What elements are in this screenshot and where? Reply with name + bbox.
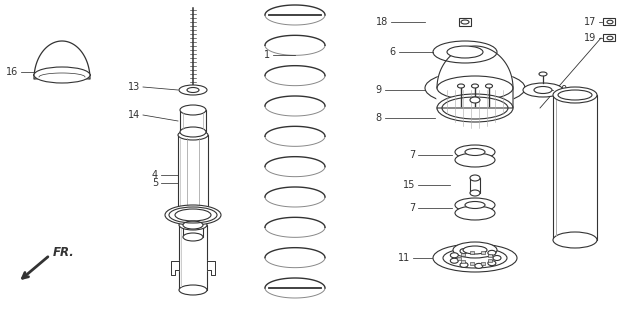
Ellipse shape [607, 20, 613, 24]
Ellipse shape [475, 264, 483, 268]
Text: 9: 9 [376, 85, 382, 95]
Ellipse shape [460, 263, 468, 268]
Ellipse shape [179, 285, 207, 295]
Ellipse shape [451, 253, 458, 258]
Ellipse shape [475, 248, 483, 253]
Text: 19: 19 [584, 33, 596, 43]
Ellipse shape [486, 84, 493, 88]
Text: 12: 12 [555, 162, 568, 172]
Ellipse shape [470, 190, 480, 196]
Ellipse shape [183, 233, 203, 241]
Ellipse shape [179, 85, 207, 95]
Ellipse shape [455, 206, 495, 220]
Ellipse shape [470, 175, 480, 181]
Bar [481, 251, 485, 254]
Ellipse shape [458, 84, 465, 88]
Bar [461, 260, 465, 264]
Text: 16: 16 [6, 67, 18, 77]
Text: FR.: FR. [53, 246, 75, 259]
Polygon shape [34, 41, 90, 79]
Ellipse shape [460, 249, 468, 254]
Text: 14: 14 [128, 110, 140, 120]
Bar [179, 225, 207, 290]
Ellipse shape [534, 86, 552, 94]
Text: 13: 13 [128, 82, 140, 92]
Bar [178, 135, 208, 215]
Polygon shape [437, 46, 513, 108]
Ellipse shape [455, 145, 495, 159]
Ellipse shape [463, 246, 487, 254]
Polygon shape [171, 261, 179, 275]
Bar [455, 205, 495, 213]
Text: 15: 15 [403, 180, 415, 190]
Ellipse shape [493, 255, 501, 260]
Ellipse shape [523, 83, 563, 97]
Ellipse shape [179, 220, 207, 230]
Ellipse shape [34, 67, 90, 83]
Ellipse shape [455, 198, 495, 212]
Bar [180, 110, 206, 132]
Bar [470, 250, 474, 254]
Ellipse shape [553, 87, 597, 103]
Bar [488, 259, 492, 262]
Ellipse shape [187, 87, 199, 92]
Bar [183, 225, 203, 237]
Ellipse shape [437, 76, 513, 100]
Bar [603, 18, 615, 25]
Bar [481, 262, 485, 265]
Text: 11: 11 [397, 253, 410, 263]
Text: 7: 7 [409, 150, 415, 160]
Text: 8: 8 [376, 113, 382, 123]
Bar [603, 34, 615, 41]
Bar [459, 18, 471, 26]
Ellipse shape [433, 244, 517, 272]
Bar [457, 256, 461, 259]
Ellipse shape [461, 20, 469, 24]
Text: 17: 17 [584, 17, 596, 27]
Ellipse shape [455, 153, 495, 167]
Ellipse shape [472, 84, 479, 88]
Bar [488, 255, 492, 257]
Ellipse shape [447, 46, 483, 58]
Ellipse shape [453, 242, 497, 258]
Polygon shape [207, 261, 215, 275]
Ellipse shape [470, 97, 480, 103]
Ellipse shape [539, 72, 547, 76]
Ellipse shape [433, 41, 497, 63]
Ellipse shape [165, 205, 221, 225]
Ellipse shape [465, 202, 485, 209]
Ellipse shape [178, 130, 208, 140]
Bar [461, 253, 465, 256]
Bar [455, 152, 495, 160]
Bar [470, 178, 480, 193]
Ellipse shape [451, 258, 458, 263]
Ellipse shape [443, 248, 507, 268]
Text: 6: 6 [390, 47, 396, 57]
Text: 4: 4 [152, 170, 158, 180]
Ellipse shape [180, 105, 206, 115]
Ellipse shape [488, 261, 496, 266]
Bar [470, 262, 474, 265]
Ellipse shape [178, 210, 208, 220]
Ellipse shape [437, 94, 513, 122]
Ellipse shape [465, 148, 485, 156]
Ellipse shape [180, 127, 206, 137]
Ellipse shape [425, 71, 525, 105]
Text: 18: 18 [376, 17, 388, 27]
Ellipse shape [183, 221, 203, 229]
Bar [553, 95, 597, 240]
Ellipse shape [607, 36, 613, 40]
Text: 5: 5 [152, 178, 158, 188]
Ellipse shape [553, 232, 597, 248]
Text: 1: 1 [264, 50, 270, 60]
Text: 10: 10 [556, 85, 568, 95]
Ellipse shape [488, 250, 496, 255]
Text: 7: 7 [409, 203, 415, 213]
